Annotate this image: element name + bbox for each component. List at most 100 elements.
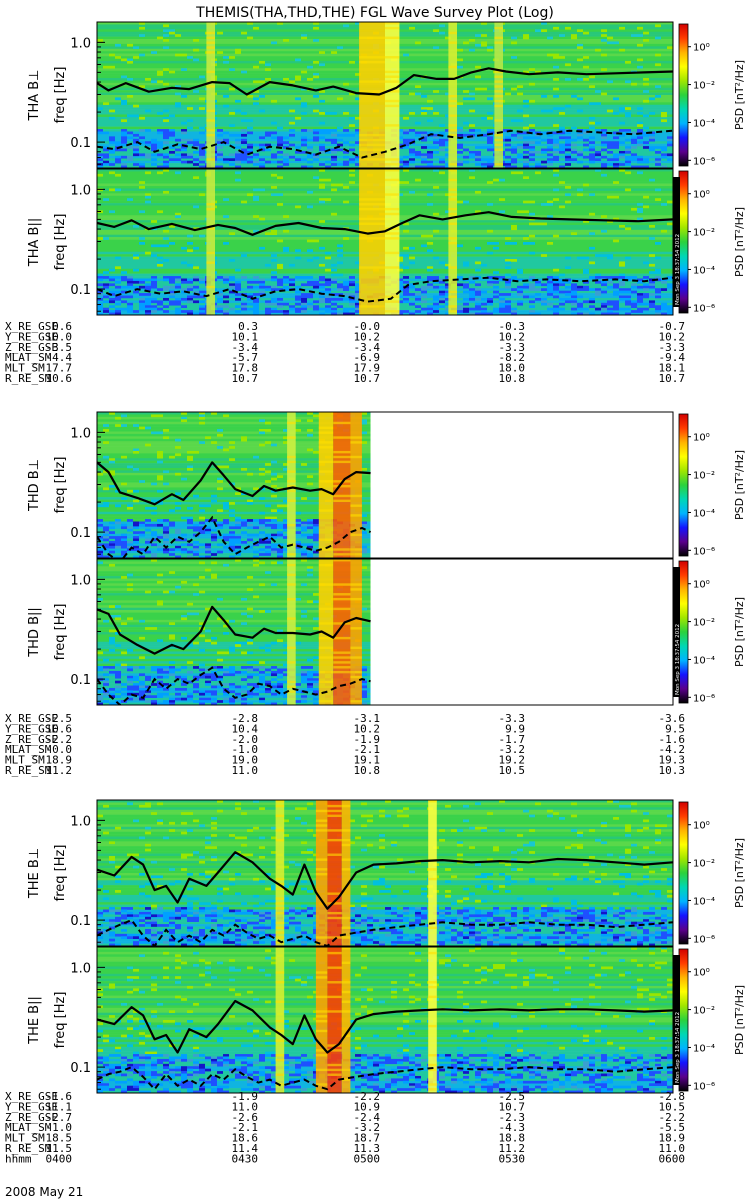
spectrum-cell	[661, 229, 667, 233]
spectrum-cell	[109, 919, 115, 922]
spectrum-cell	[223, 519, 229, 522]
spectrum-cell	[307, 573, 313, 577]
spectrum-cell	[223, 668, 229, 672]
spectrum-cell	[529, 136, 535, 140]
spectrum-cell	[169, 928, 175, 932]
spectrum-cell	[211, 914, 217, 918]
spectrum-cell	[475, 293, 481, 296]
spectrum-cell	[421, 916, 427, 920]
spectrum-cell	[259, 911, 265, 915]
spectrum-cell	[169, 242, 175, 245]
spectrum-cell	[601, 909, 607, 913]
spectrum-cell	[265, 926, 271, 930]
spectrum-cell	[535, 150, 541, 154]
spectrum-cell	[187, 467, 193, 471]
spectrum-cell	[385, 926, 391, 930]
spectrum-cell	[133, 545, 139, 549]
spectrum-cell	[133, 919, 139, 922]
spectrum-cell	[277, 297, 283, 301]
spectrum-cell	[529, 305, 535, 308]
spectrum-cell	[337, 261, 343, 265]
spectrum-cell	[427, 160, 433, 164]
spectrum-cell	[529, 914, 535, 918]
spectrum-cell	[313, 519, 319, 522]
spectrum-cell	[145, 924, 151, 927]
spectrum-cell	[145, 678, 151, 681]
spectrum-cell	[199, 278, 205, 282]
spectrum-cell	[181, 943, 187, 946]
spectrum-cell	[103, 295, 109, 299]
wave-band-streak	[318, 700, 334, 703]
spectrum-cell	[637, 58, 643, 62]
spectrum-cell	[109, 926, 115, 930]
wave-band-streak	[350, 588, 362, 591]
spectrum-cell	[247, 155, 253, 159]
spectrum-cell	[445, 907, 451, 910]
spectrum-cell	[571, 290, 577, 294]
spectrum-cell	[649, 97, 655, 101]
spectrum-row	[97, 687, 371, 691]
spectrum-cell	[589, 297, 595, 301]
spectrum-cell	[271, 583, 277, 587]
spectrum-cell	[529, 200, 535, 204]
spectrum-cell	[553, 276, 559, 279]
spectrum-cell	[235, 141, 241, 144]
spectrum-cell	[235, 519, 241, 522]
spectrum-cell	[313, 131, 319, 135]
spectrum-cell	[127, 675, 133, 679]
spectrum-cell	[295, 307, 301, 311]
spectrum-cell	[409, 283, 415, 287]
spectrum-row	[97, 583, 371, 587]
spectrum-cell	[259, 188, 265, 192]
spectrum-cell	[181, 614, 187, 618]
spectrum-cell	[301, 614, 307, 618]
spectrum-cell	[457, 853, 463, 857]
spectrum-cell	[601, 290, 607, 294]
spectrum-cell	[181, 831, 187, 835]
spectrum-cell	[523, 916, 529, 920]
spectrum-cell	[565, 285, 571, 289]
spectrum-cell	[583, 919, 589, 922]
spectrum-cell	[247, 933, 253, 937]
wave-band-streak	[318, 583, 334, 586]
spectrum-cell	[181, 138, 187, 142]
spectrum-cell	[229, 538, 235, 542]
wave-band-streak	[448, 212, 457, 216]
spectrum-cell	[361, 550, 367, 554]
spectrum-cell	[307, 165, 313, 168]
spectrum-cell	[259, 431, 265, 435]
spectrum-cell	[211, 846, 217, 849]
spectrum-cell	[223, 300, 229, 304]
spectrum-cell	[439, 138, 445, 142]
spectrum-cell	[487, 858, 493, 862]
spectrum-cell	[151, 163, 157, 166]
spectrum-cell	[367, 843, 373, 847]
spectrum-cell	[667, 158, 673, 161]
spectrum-cell	[571, 916, 577, 920]
spectrum-cell	[241, 622, 247, 625]
spectrum-cell	[469, 938, 475, 942]
spectrum-cell	[157, 680, 163, 684]
spectrum-cell	[229, 158, 235, 161]
spectrum-cell	[595, 290, 601, 294]
spectrum-cell	[487, 46, 493, 50]
spectrum-cell	[103, 666, 109, 669]
spectrum-cell	[187, 812, 193, 815]
spectrum-cell	[313, 523, 319, 527]
spectrum-row	[97, 424, 371, 427]
spectrum-cell	[193, 285, 199, 289]
spectrum-cell	[553, 873, 559, 876]
spectrum-row	[97, 593, 371, 596]
spectrum-cell	[121, 533, 127, 537]
spectrum-cell	[283, 39, 289, 42]
spectrum-cell	[235, 165, 241, 168]
wave-band-streak	[333, 455, 351, 459]
spectrum-cell	[487, 302, 493, 306]
spectrum-cell	[493, 928, 499, 932]
spectrum-cell	[349, 300, 355, 304]
spectrum-cell	[169, 821, 175, 825]
spectrum-cell	[109, 909, 115, 913]
spectrum-cell	[211, 855, 217, 859]
spectrum-cell	[271, 288, 277, 291]
spectrum-cell	[613, 239, 619, 243]
